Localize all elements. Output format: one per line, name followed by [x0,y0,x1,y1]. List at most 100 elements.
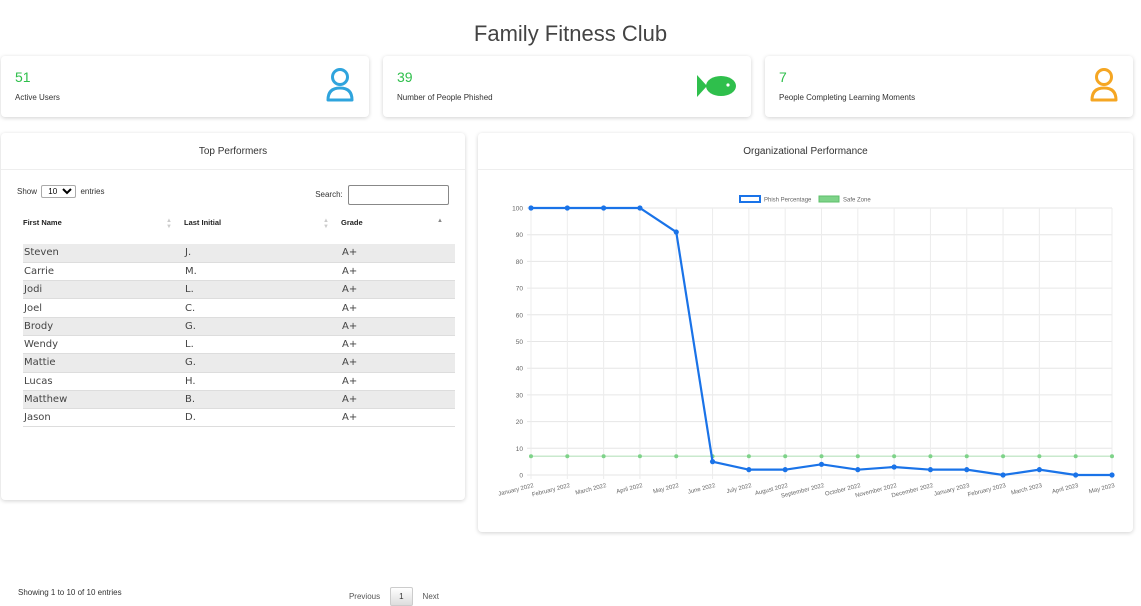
column-header-last-initial[interactable]: Last Initial ▲ ▼ [184,212,341,233]
x-tick-label: January 2023 [933,483,970,498]
table-row: Mattie G. A+ [23,353,455,373]
first-name-cell: Jason [23,408,184,428]
first-name-cell: Wendy [23,335,184,355]
safe-zone-point [1037,454,1042,459]
table-row: Jason D. A+ [23,408,455,428]
table-info: Showing 1 to 10 of 10 entries [18,588,122,597]
user-icon [325,67,355,108]
x-tick-label: May 2023 [1088,483,1116,495]
grade-cell: A+ [341,335,455,355]
x-tick-label: December 2022 [891,483,935,499]
first-name-cell: Carrie [23,262,184,282]
grade-cell: A+ [341,244,455,263]
table-row: Jodi L. A+ [23,280,455,300]
x-tick-label: June 2022 [687,483,716,496]
first-name-cell: Steven [23,244,184,263]
y-tick-label: 90 [516,232,524,239]
table-row: Wendy L. A+ [23,335,455,355]
grade-cell: A+ [341,353,455,373]
y-tick-label: 100 [512,206,523,213]
first-name-cell: Jodi [23,280,184,300]
legend-label: Phish Percentage [764,198,812,204]
grade-cell: A+ [341,317,455,336]
show-label: Show [17,187,38,196]
people-phished-count: 39 [397,69,413,85]
y-tick-label: 40 [516,366,524,373]
phish-percentage-point [746,467,752,473]
last-initial-cell: C. [184,298,341,318]
phish-percentage-point [1000,472,1006,478]
safe-zone-point [746,454,751,459]
safe-zone-point [565,454,570,459]
pagination: Previous 1 Next [341,587,447,606]
entries-length-control: Show 10 entries [17,185,105,198]
previous-page-button[interactable]: Previous [348,592,381,601]
last-initial-cell: L. [184,280,341,300]
safe-zone-point [892,454,897,459]
phish-percentage-point [855,467,861,473]
table-row: Lucas H. A+ [23,372,455,391]
column-header-label: Last Initial [184,218,222,227]
last-initial-cell: D. [184,408,341,428]
grade-cell: A+ [341,372,455,391]
x-tick-label: May 2022 [653,483,681,495]
safe-zone-point [1110,454,1114,459]
first-name-cell: Joel [23,298,184,318]
y-tick-label: 30 [516,392,524,399]
phish-percentage-point [601,205,607,211]
safe-zone-point [855,454,860,459]
safe-zone-point [529,454,533,459]
column-header-first-name[interactable]: First Name ▲ ▼ [23,212,184,233]
table-row: Carrie M. A+ [23,262,455,282]
legend-label: Safe Zone [843,198,871,204]
safe-zone-point [964,454,969,459]
table-row: Joel C. A+ [23,298,455,318]
grade-cell: A+ [341,408,455,428]
safe-zone-point [637,454,642,459]
table-body: Steven J. A+ Carrie M. A+ Jodi L. A+ Joel C. A+ Brod… [23,244,455,428]
column-header-label: First Name [23,218,62,227]
last-initial-cell: G. [184,353,341,373]
safe-zone-point [928,454,933,459]
safe-zone-point [601,454,606,459]
grade-cell: A+ [341,262,455,282]
last-initial-cell: L. [184,335,341,355]
page-1-button[interactable]: 1 [390,587,413,606]
people-phished-card: 39 Number of People Phished [383,56,751,117]
y-tick-label: 10 [516,446,524,453]
x-tick-label: February 2023 [967,483,1007,498]
y-tick-label: 0 [519,473,523,480]
phish-percentage-point [1073,472,1079,478]
search-label: Search: [315,190,343,200]
safe-zone-point [1073,454,1078,459]
first-name-cell: Mattie [23,353,184,373]
active-users-label: Active Users [15,93,60,102]
people-phished-label: Number of People Phished [397,93,493,102]
sort-icon: ▲ ▼ [323,218,329,230]
learning-moments-card: 7 People Completing Learning Moments [765,56,1133,117]
search-input[interactable] [348,185,449,205]
column-header-grade[interactable]: Grade ▲ [341,212,455,233]
grade-cell: A+ [341,298,455,318]
x-tick-label: January 2022 [498,483,535,498]
phish-percentage-point [564,205,570,211]
safe-zone-point [1001,454,1006,459]
next-page-button[interactable]: Next [422,592,439,601]
phish-percentage-point [673,229,679,235]
sort-ascending-icon: ▲ [437,218,443,224]
y-tick-label: 80 [516,259,524,266]
last-initial-cell: J. [184,244,341,263]
search-control: Search: [315,185,449,205]
learning-moments-count: 7 [779,69,787,85]
entries-select[interactable]: 10 [41,185,77,198]
table-row: Matthew B. A+ [23,390,455,410]
grade-cell: A+ [341,280,455,300]
column-header-label: Grade [341,218,363,227]
user-icon [1089,67,1119,108]
x-tick-label: April 2023 [1051,483,1079,496]
last-initial-cell: H. [184,372,341,391]
table-row: Brody G. A+ [23,317,455,336]
org-performance-title: Organizational Performance [478,133,1133,170]
last-initial-cell: M. [184,262,341,282]
